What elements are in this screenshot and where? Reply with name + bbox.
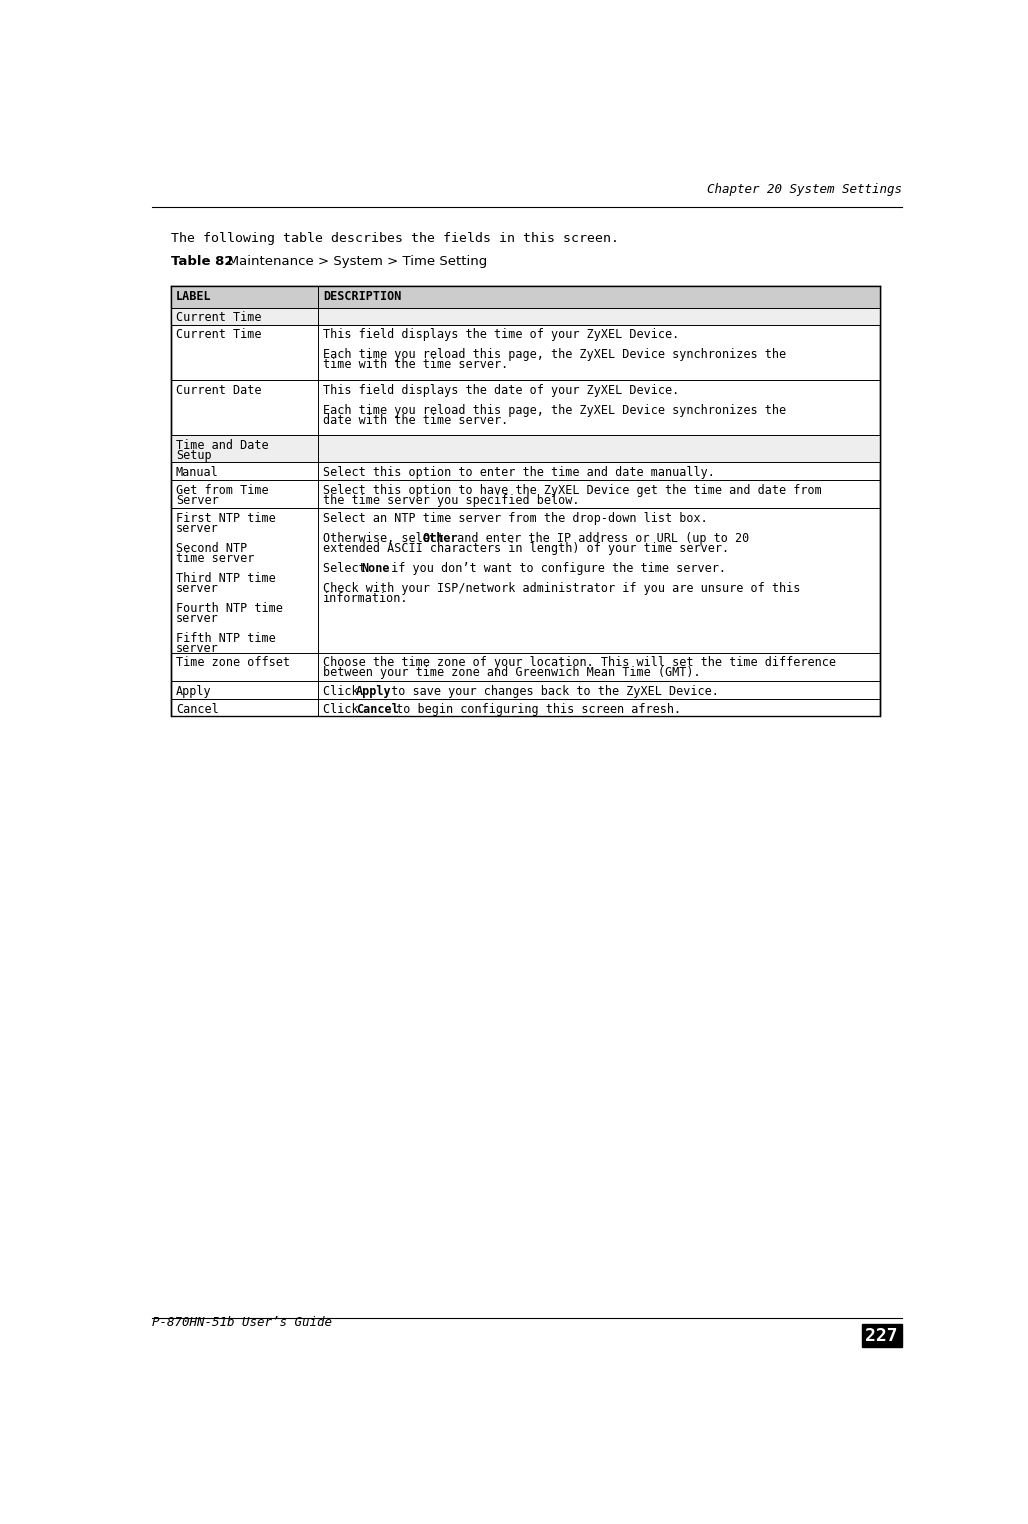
Bar bbox=[171, 287, 880, 716]
Bar bbox=[171, 287, 880, 308]
Text: information.: information. bbox=[323, 591, 408, 605]
Text: Current Time: Current Time bbox=[176, 328, 261, 341]
Bar bbox=[171, 436, 880, 462]
Text: between your time zone and Greenwich Mean Time (GMT).: between your time zone and Greenwich Mea… bbox=[323, 666, 701, 680]
Text: Cancel: Cancel bbox=[176, 703, 219, 716]
Text: Select an NTP time server from the drop-down list box.: Select an NTP time server from the drop-… bbox=[323, 512, 707, 524]
Text: Chapter 20 System Settings: Chapter 20 System Settings bbox=[707, 183, 902, 197]
Text: Apply: Apply bbox=[356, 684, 392, 698]
Text: server: server bbox=[176, 611, 219, 625]
Text: Get from Time: Get from Time bbox=[176, 485, 268, 497]
Text: Each time you reload this page, the ZyXEL Device synchronizes the: Each time you reload this page, the ZyXE… bbox=[323, 349, 786, 361]
Text: Otherwise, select: Otherwise, select bbox=[323, 532, 451, 544]
Bar bbox=[171, 308, 880, 325]
Text: server: server bbox=[176, 521, 219, 535]
Text: Other: Other bbox=[423, 532, 458, 544]
Text: None: None bbox=[362, 562, 391, 575]
Bar bbox=[861, 1324, 902, 1347]
Text: Click: Click bbox=[323, 703, 366, 716]
Text: Current Date: Current Date bbox=[176, 384, 261, 396]
Text: time with the time server.: time with the time server. bbox=[323, 358, 508, 372]
Text: Maintenance > System > Time Setting: Maintenance > System > Time Setting bbox=[215, 255, 487, 268]
Text: The following table describes the fields in this screen.: The following table describes the fields… bbox=[171, 232, 619, 245]
Text: Time zone offset: Time zone offset bbox=[176, 657, 290, 669]
Text: and enter the IP address or URL (up to 20: and enter the IP address or URL (up to 2… bbox=[450, 532, 749, 544]
Text: Apply: Apply bbox=[176, 684, 212, 698]
Text: Table 82: Table 82 bbox=[171, 255, 233, 268]
Text: Select this option to have the ZyXEL Device get the time and date from: Select this option to have the ZyXEL Dev… bbox=[323, 485, 821, 497]
Text: Choose the time zone of your location. This will set the time difference: Choose the time zone of your location. T… bbox=[323, 657, 836, 669]
Text: the time server you specified below.: the time server you specified below. bbox=[323, 494, 580, 507]
Text: This field displays the time of your ZyXEL Device.: This field displays the time of your ZyX… bbox=[323, 328, 680, 341]
Text: Select: Select bbox=[323, 562, 373, 575]
Text: to begin configuring this screen afresh.: to begin configuring this screen afresh. bbox=[390, 703, 682, 716]
Text: Click: Click bbox=[323, 684, 366, 698]
Text: date with the time server.: date with the time server. bbox=[323, 415, 508, 427]
Text: This field displays the date of your ZyXEL Device.: This field displays the date of your ZyX… bbox=[323, 384, 680, 396]
Text: Server: Server bbox=[176, 494, 219, 507]
Text: Third NTP time: Third NTP time bbox=[176, 572, 276, 585]
Text: Manual: Manual bbox=[176, 466, 219, 479]
Text: Time and Date: Time and Date bbox=[176, 439, 268, 453]
Text: LABEL: LABEL bbox=[176, 290, 212, 303]
Text: DESCRIPTION: DESCRIPTION bbox=[323, 290, 401, 303]
Text: Fifth NTP time: Fifth NTP time bbox=[176, 632, 276, 645]
Text: First NTP time: First NTP time bbox=[176, 512, 276, 524]
Text: P-870HN-51b User’s Guide: P-870HN-51b User’s Guide bbox=[152, 1315, 332, 1329]
Text: Current Time: Current Time bbox=[176, 311, 261, 325]
Text: Cancel: Cancel bbox=[356, 703, 399, 716]
Text: Setup: Setup bbox=[176, 450, 212, 462]
Text: server: server bbox=[176, 582, 219, 594]
Text: Check with your ISP/network administrator if you are unsure of this: Check with your ISP/network administrato… bbox=[323, 582, 801, 594]
Text: if you don’t want to configure the time server.: if you don’t want to configure the time … bbox=[383, 562, 726, 575]
Text: time server: time server bbox=[176, 552, 254, 565]
Text: server: server bbox=[176, 642, 219, 655]
Text: 227: 227 bbox=[866, 1326, 898, 1344]
Text: Select this option to enter the time and date manually.: Select this option to enter the time and… bbox=[323, 466, 714, 479]
Text: Each time you reload this page, the ZyXEL Device synchronizes the: Each time you reload this page, the ZyXE… bbox=[323, 404, 786, 418]
Text: extended ASCII characters in length) of your time server.: extended ASCII characters in length) of … bbox=[323, 541, 729, 555]
Text: Fourth NTP time: Fourth NTP time bbox=[176, 602, 283, 614]
Text: Second NTP: Second NTP bbox=[176, 541, 247, 555]
Text: to save your changes back to the ZyXEL Device.: to save your changes back to the ZyXEL D… bbox=[383, 684, 719, 698]
